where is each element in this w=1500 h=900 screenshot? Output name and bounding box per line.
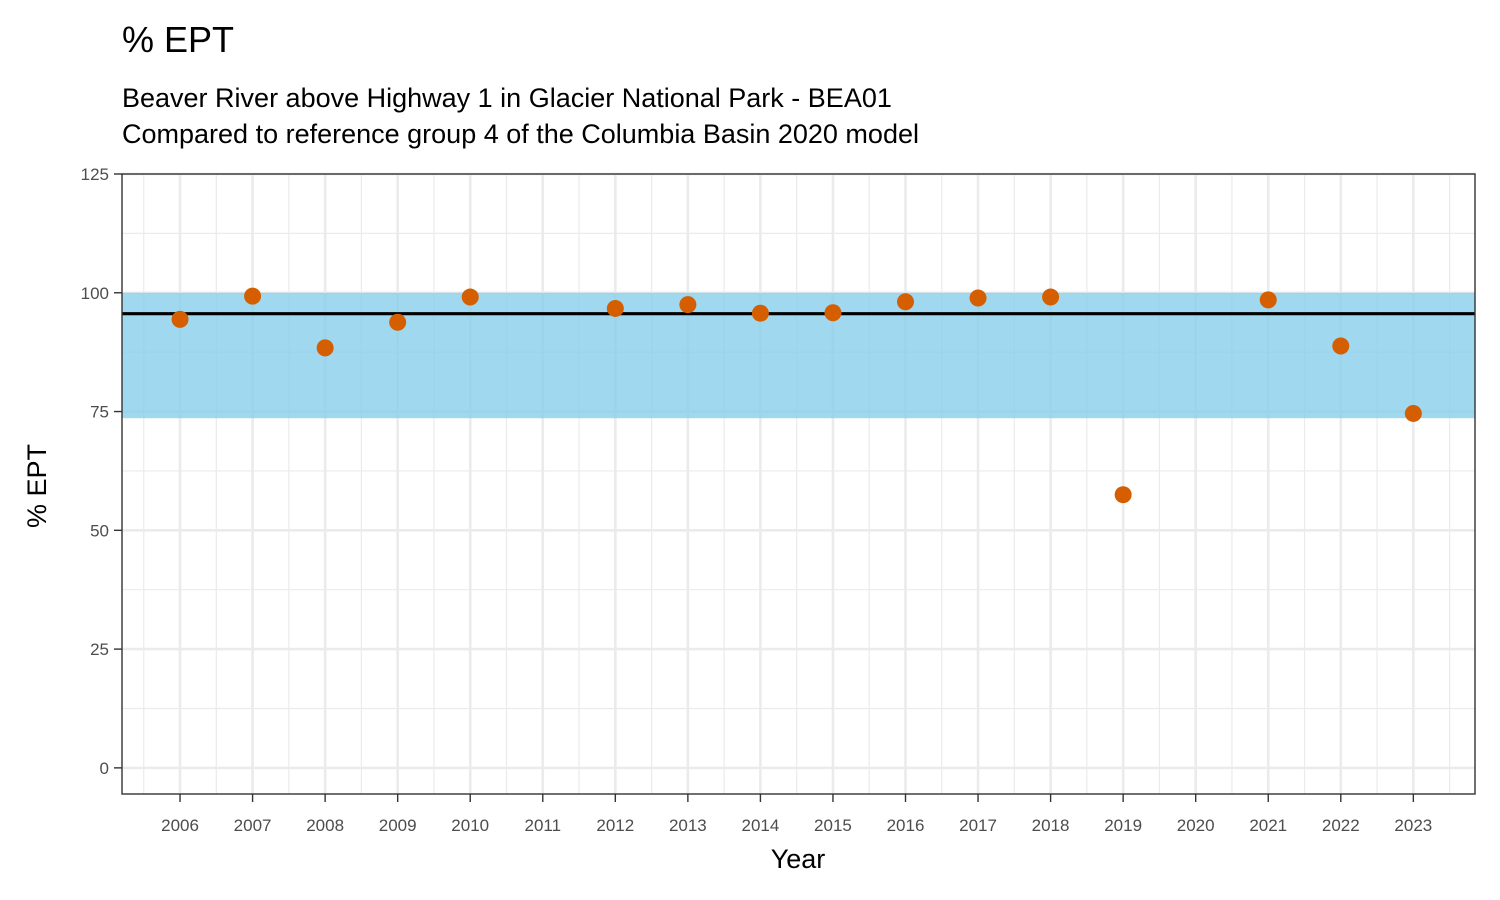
x-tick-label: 2011 [524, 816, 561, 835]
y-axis-title: % EPT [22, 444, 52, 528]
y-tick-label: 75 [90, 403, 109, 422]
x-tick-label: 2008 [306, 816, 344, 835]
x-tick-label: 2006 [161, 816, 199, 835]
data-point [389, 313, 407, 331]
x-tick-label: 2021 [1249, 816, 1287, 835]
x-tick-label: 2022 [1322, 816, 1360, 835]
data-point [1042, 288, 1060, 306]
data-point [751, 304, 769, 322]
y-tick-label: 125 [81, 165, 109, 184]
x-tick-label: 2007 [234, 816, 272, 835]
x-tick-label: 2017 [959, 816, 997, 835]
x-tick-label: 2015 [814, 816, 852, 835]
x-tick-label: 2014 [741, 816, 779, 835]
x-tick-label: 2019 [1104, 816, 1142, 835]
data-point [1114, 486, 1132, 504]
x-tick-label: 2020 [1177, 816, 1215, 835]
x-tick-label: 2012 [596, 816, 634, 835]
data-point [244, 287, 262, 305]
x-tick-label: 2018 [1032, 816, 1070, 835]
chart-subtitle-line-1: Beaver River above Highway 1 in Glacier … [122, 83, 892, 113]
data-point [461, 288, 479, 306]
chart-title: % EPT [122, 19, 234, 60]
x-axis-title: Year [771, 844, 826, 874]
chart-subtitle-line-2: Compared to reference group 4 of the Col… [122, 119, 919, 149]
data-point [606, 299, 624, 317]
x-tick-label: 2009 [379, 816, 417, 835]
data-point [1404, 404, 1422, 422]
data-point [1332, 337, 1350, 355]
data-point [316, 339, 334, 357]
y-tick-label: 25 [90, 640, 109, 659]
plot-border [121, 173, 1476, 795]
y-tick-label: 50 [90, 521, 109, 540]
y-tick-label: 100 [81, 284, 109, 303]
y-tick-label: 0 [100, 759, 109, 778]
plot-area: 0 25 50 75 100 125 2006 2007 2008 2009 2010 2011 201… [81, 165, 1476, 835]
data-point [1259, 291, 1277, 309]
data-point [171, 310, 189, 328]
data-point [969, 289, 987, 307]
x-tick-label: 2016 [887, 816, 925, 835]
data-point [897, 293, 915, 311]
plot-panel [122, 174, 1475, 794]
data-point [679, 296, 697, 314]
x-tick-label: 2023 [1394, 816, 1432, 835]
x-tick-label: 2013 [669, 816, 707, 835]
x-tick-label: 2010 [451, 816, 489, 835]
data-point [824, 304, 842, 322]
